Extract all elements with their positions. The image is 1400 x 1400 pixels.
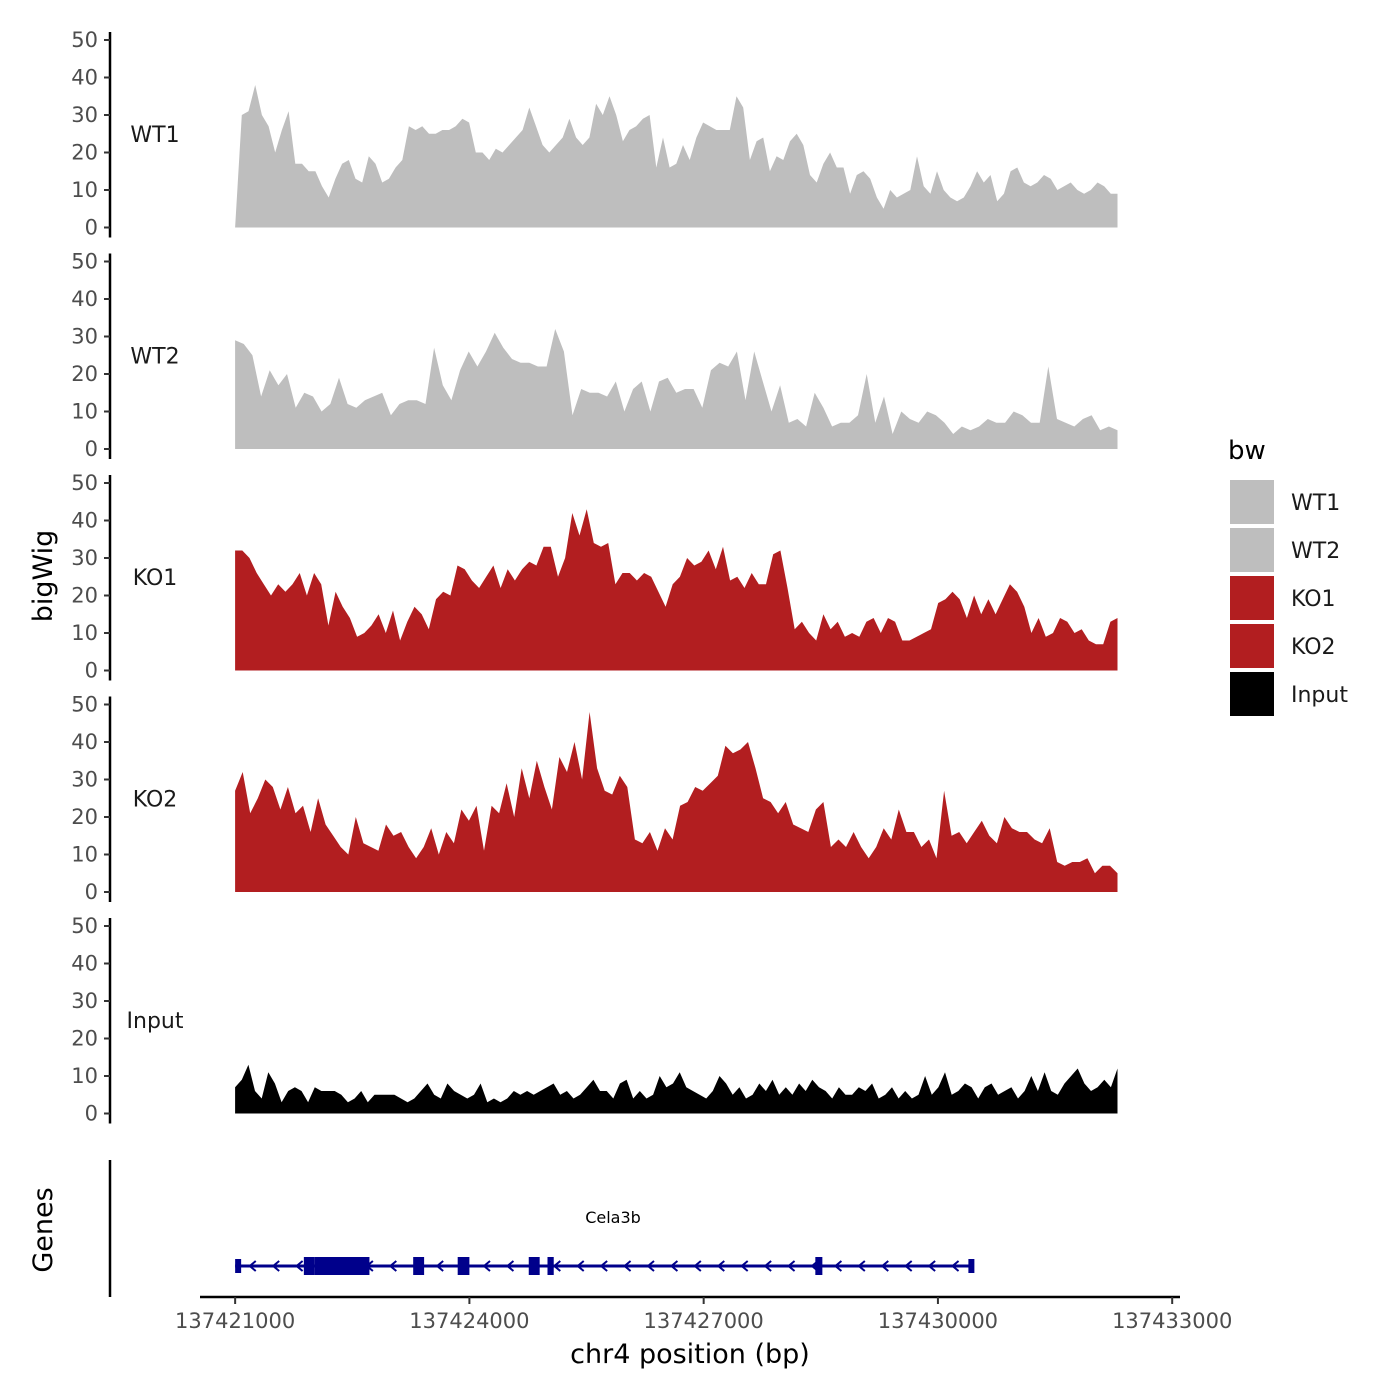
gene-strand-arrow [857,1260,866,1272]
gene-strand-arrow [271,1260,280,1272]
gene-strand-arrow [763,1260,772,1272]
gene-strand-arrow [927,1260,936,1272]
track-ko1-y-tick-label: 30 [71,546,98,570]
track-input-y-tick-label: 50 [71,914,98,938]
gene-strand-arrow [740,1260,749,1272]
legend-swatch-ko2 [1230,624,1274,668]
track-wt2-y-tick-label: 0 [85,437,98,461]
gene-strand-arrow [904,1260,913,1272]
track-wt1-label: WT1 [130,123,179,148]
gene-strand-arrow [880,1260,889,1272]
gene-exon [413,1257,425,1275]
x-tick-label: 137430000 [878,1309,998,1333]
legend-swatch-input [1230,672,1274,716]
track-wt1-y-tick-label: 50 [71,28,98,52]
gene-strand-arrow [623,1260,632,1272]
gene-exon [547,1257,554,1275]
track-wt2-y-tick-label: 30 [71,325,98,349]
track-input-y-tick-label: 10 [71,1064,98,1088]
x-tick-label: 137427000 [644,1309,764,1333]
track-ko2-label: KO2 [133,788,178,813]
track-wt1-y-tick-label: 10 [71,178,98,202]
legend-title: bw [1228,436,1266,466]
track-ko2-y-tick-label: 40 [71,730,98,754]
gene-strand-arrow [552,1260,561,1272]
track-input-y-tick-label: 30 [71,989,98,1013]
track-wt2-y-tick-label: 40 [71,287,98,311]
track-ko2-area [235,712,1118,892]
track-ko2-y-tick-label: 10 [71,843,98,867]
track-wt2-y-tick-label: 10 [71,400,98,424]
gene-strand-arrow [646,1260,655,1272]
track-ko2-y-tick-label: 30 [71,768,98,792]
gene-strand-arrow [950,1260,960,1272]
gene-strand-arrow [388,1260,397,1272]
gene-strand-arrow [435,1260,444,1272]
track-ko1-area [235,509,1118,671]
track-ko1-y-tick-label: 40 [71,509,98,533]
track-ko2-y-tick-label: 0 [85,880,98,904]
track-input-y-tick-label: 20 [71,1027,98,1051]
track-ko1-y-tick-label: 0 [85,659,98,683]
legend-label-input: Input [1291,683,1348,708]
legend-swatch-ko1 [1230,576,1274,620]
track-ko1-y-tick-label: 20 [71,584,98,608]
legend-swatch-wt2 [1230,528,1274,572]
track-input-y-tick-label: 0 [85,1102,98,1126]
track-input-label: Input [127,1009,184,1034]
track-ko1-label: KO1 [133,566,178,591]
legend-label-wt2: WT2 [1291,539,1340,564]
gene-strand-arrow [833,1260,843,1272]
gene-exon [235,1259,242,1273]
legend-label-ko2: KO2 [1291,635,1336,660]
gene-strand-arrow [482,1260,491,1272]
gene-strand-arrow [786,1260,796,1272]
gene-strand-arrow [295,1260,304,1272]
track-ko2-y-tick-label: 50 [71,693,98,717]
gene-exon [314,1257,370,1275]
track-wt1-y-tick-label: 0 [85,216,98,240]
gene-strand-arrow [576,1260,585,1272]
legend-label-ko1: KO1 [1291,587,1336,612]
gene-strand-arrow [599,1260,608,1272]
track-wt1-y-tick-label: 30 [71,103,98,127]
gene-exon [303,1257,315,1275]
gene-exon [528,1257,540,1275]
track-wt2-y-tick-label: 50 [71,250,98,274]
track-ko1-y-tick-label: 10 [71,621,98,645]
track-wt1-y-tick-label: 20 [71,141,98,165]
y-axis-title: bigWig [28,530,59,623]
track-input-y-tick-label: 40 [71,952,98,976]
legend-label-wt1: WT1 [1291,491,1340,516]
gene-exon [815,1257,823,1275]
track-wt2-label: WT2 [130,345,179,370]
legend-swatch-wt1 [1230,480,1274,524]
gene-name-label: Cela3b [585,1208,641,1227]
gene-strand-arrow [693,1260,702,1272]
x-tick-label: 137421000 [175,1309,295,1333]
genes-axis-title: Genes [28,1187,59,1272]
track-input-area [235,1064,1118,1114]
gene-exon [968,1259,975,1273]
track-wt2-area [235,329,1118,449]
gene-strand-arrow [248,1260,257,1272]
x-tick-label: 137433000 [1112,1309,1232,1333]
x-tick-label: 137424000 [409,1309,529,1333]
track-wt2-y-tick-label: 20 [71,362,98,386]
gene-exon [457,1257,470,1275]
x-axis-title: chr4 position (bp) [570,1339,810,1370]
track-wt1-y-tick-label: 40 [71,66,98,90]
gene-strand-arrow [505,1260,515,1272]
track-ko2-y-tick-label: 20 [71,805,98,829]
gene-strand-arrow [716,1260,725,1272]
track-ko1-y-tick-label: 50 [71,471,98,495]
gene-strand-arrow [669,1260,679,1272]
track-wt1-area [235,85,1118,228]
